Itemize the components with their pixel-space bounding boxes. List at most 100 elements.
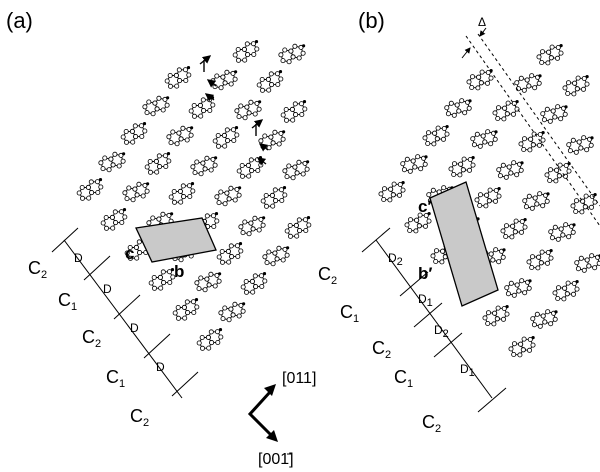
molecule [98, 151, 126, 173]
molecule [260, 186, 288, 209]
molecule [474, 187, 502, 209]
molecule [172, 298, 200, 321]
chain-label: C1 [394, 367, 413, 390]
molecule [164, 66, 192, 89]
molecule [526, 249, 554, 271]
molecule [404, 212, 432, 234]
chain-label: C1 [340, 302, 359, 325]
panel-b-label: (b) [358, 8, 385, 33]
chain-label: C2 [318, 264, 337, 287]
molecule [570, 193, 598, 215]
molecule [120, 122, 148, 145]
molecule [552, 280, 580, 302]
molecule [190, 155, 218, 177]
molecule [284, 216, 312, 239]
chain-label: C2 [422, 412, 441, 435]
molecule [548, 222, 576, 242]
molecule [496, 160, 524, 180]
molecule [218, 301, 246, 323]
molecule [166, 125, 194, 147]
panel-b-unit-cell [429, 181, 499, 307]
molecule [466, 69, 494, 91]
molecule [470, 129, 498, 149]
spacing-label: D [103, 282, 112, 296]
molecule [210, 69, 238, 91]
spacing-label: D [156, 360, 165, 374]
molecule [76, 178, 104, 201]
molecule [188, 96, 216, 119]
molecule [262, 245, 290, 267]
shift-delta-label: Δ [478, 15, 486, 29]
molecule [280, 100, 308, 123]
molecule [562, 75, 590, 97]
panel-a-spacing-ladder [51, 227, 199, 399]
direction-indicator: [011] [001̄] [247, 370, 316, 468]
panel-b-chain-labels: C2 C1 C2 C1 C2 [318, 264, 441, 435]
molecule [168, 182, 196, 205]
spacing-label: D [74, 251, 83, 265]
panel-a-axis-c-label: c [125, 244, 134, 263]
molecule [522, 191, 550, 211]
molecule [448, 156, 476, 178]
molecule [142, 95, 170, 117]
molecule [514, 73, 542, 93]
molecule [194, 271, 222, 293]
molecule [508, 336, 536, 358]
panel-b: (b) c′ b′ Δ C2 C1 C2 C1 C2 [318, 8, 600, 435]
molecule [256, 70, 284, 93]
molecule [482, 305, 510, 327]
panel-a-unit-cell [135, 217, 217, 263]
molecule [504, 278, 532, 298]
molecule [544, 162, 572, 184]
molecule [574, 253, 600, 273]
molecule [238, 215, 266, 237]
panel-a-molecule-lattice [76, 40, 312, 351]
chain-label: C2 [372, 338, 391, 361]
molecule [422, 125, 450, 147]
panel-b-shift-indicator: Δ [461, 15, 600, 227]
panel-a-spacing-labels: D D D D [74, 251, 165, 374]
panel-b-spacing-ladder [361, 227, 507, 413]
chain-label: C1 [106, 367, 125, 390]
molecule [100, 208, 128, 231]
molecule [500, 218, 528, 240]
panel-b-axis-b-label: b′ [418, 264, 432, 283]
chain-label: C2 [28, 258, 47, 281]
spacing-label: D1 [418, 292, 433, 309]
panel-b-spacing-labels: D2 D1 D2 D1 [388, 251, 475, 379]
molecule [282, 159, 310, 181]
molecule [536, 44, 564, 66]
molecule [492, 100, 520, 122]
molecule [234, 99, 262, 121]
direction-00-1bar-label: [001̄] [258, 451, 294, 468]
molecule [278, 43, 306, 65]
molecule [148, 268, 176, 291]
spacing-label: D2 [434, 323, 449, 340]
molecule [240, 272, 268, 295]
molecule [540, 104, 568, 124]
molecule [400, 154, 428, 174]
spacing-label: D1 [460, 362, 475, 379]
molecule [122, 181, 150, 203]
chain-label: C2 [130, 406, 149, 429]
molecule [566, 135, 594, 155]
molecule [216, 242, 244, 265]
spacing-label: D [130, 321, 139, 335]
molecule [530, 309, 558, 329]
spacing-label: D2 [388, 251, 403, 268]
direction-011-label: [011] [282, 370, 316, 387]
molecule [378, 181, 406, 203]
molecule [144, 152, 172, 175]
chain-label: C1 [58, 290, 77, 313]
molecule [214, 185, 242, 207]
panel-b-molecule-lattice [378, 44, 600, 358]
molecule [196, 328, 224, 351]
chain-label: C2 [82, 327, 101, 350]
molecule [232, 40, 260, 63]
molecule [444, 98, 472, 118]
panel-a-displacement-arrows [199, 55, 269, 166]
panel-b-axis-c-label: c′ [418, 197, 432, 216]
molecule [212, 126, 240, 149]
panel-a-axis-b-label: b [174, 262, 184, 281]
